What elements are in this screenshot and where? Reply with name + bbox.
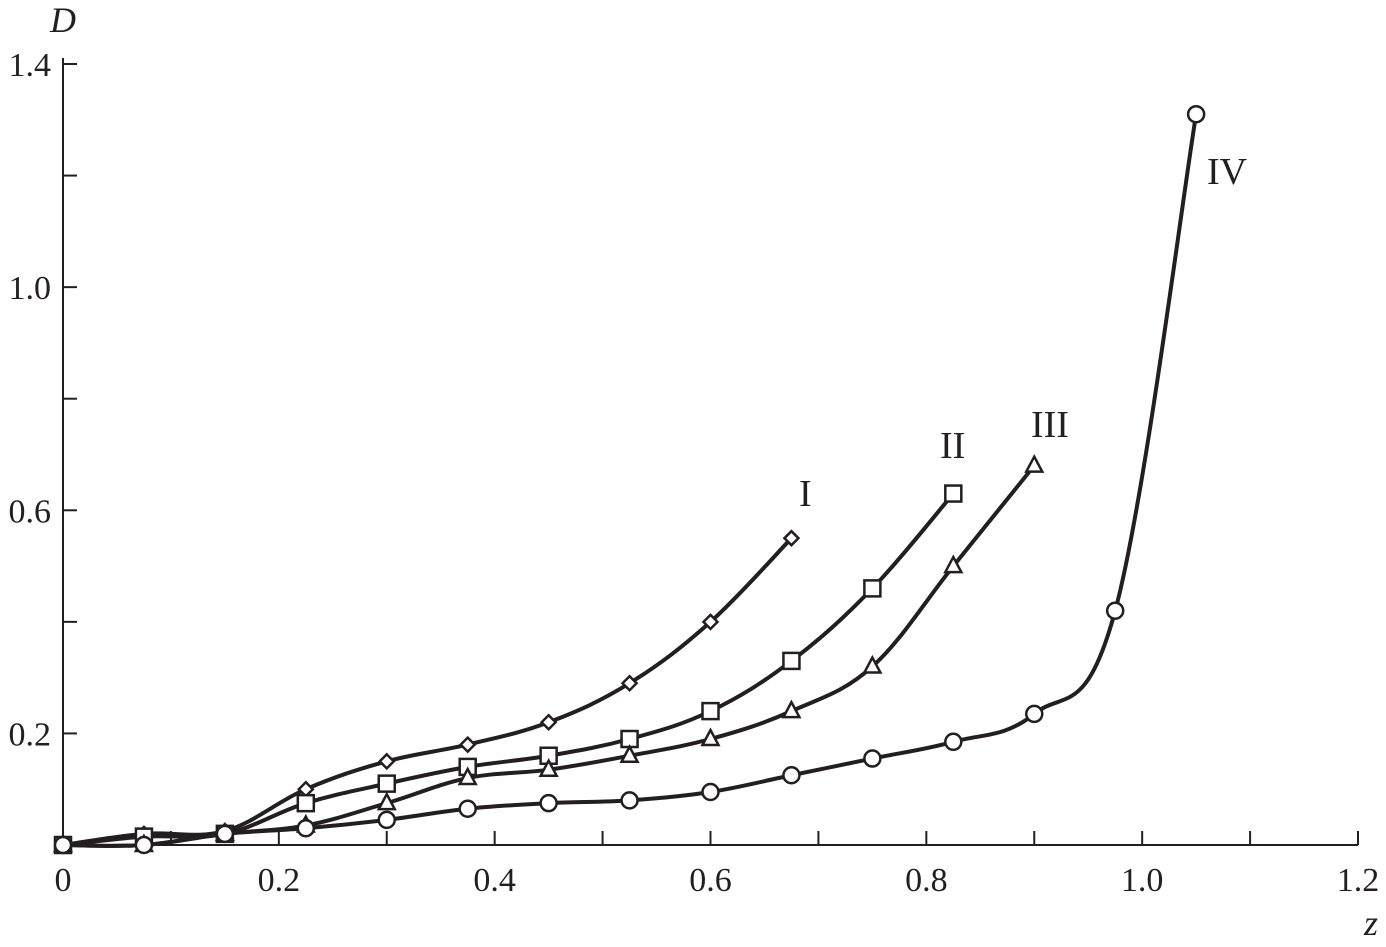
data-point-square <box>944 484 963 503</box>
y-tick-label: 0.2 <box>9 716 52 753</box>
data-point-circle <box>620 791 639 810</box>
data-point-diamond <box>539 713 558 732</box>
x-tick-label: 0 <box>55 862 72 899</box>
x-axis-title: z <box>1363 903 1378 943</box>
data-point-circle <box>215 824 235 844</box>
y-tick-label: 1.4 <box>9 47 52 84</box>
data-point-circle <box>1025 704 1044 724</box>
data-point-triangle <box>781 699 802 719</box>
data-point-triangle <box>619 744 640 763</box>
data-point-diamond <box>620 674 639 692</box>
data-point-circle <box>1186 104 1206 124</box>
data-point-triangle <box>862 654 883 674</box>
x-tick-label: 1.0 <box>1121 862 1164 899</box>
data-point-triangle <box>1024 454 1045 473</box>
markers <box>52 104 1206 855</box>
data-point-circle <box>539 793 558 813</box>
data-point-diamond <box>377 752 396 771</box>
data-point-diamond <box>458 735 477 754</box>
series-line-ii <box>61 491 956 847</box>
data-point-square <box>782 651 801 671</box>
series-label-i: I <box>799 473 812 515</box>
data-point-circle <box>296 819 316 838</box>
series-line-i <box>61 536 794 847</box>
data-point-circle <box>944 732 963 752</box>
data-point-triangle <box>700 727 721 747</box>
data-point-circle <box>53 835 73 855</box>
y-axis-title: D <box>49 0 76 40</box>
data-point-circle <box>134 835 154 855</box>
data-point-diamond <box>782 529 801 547</box>
data-point-diamond <box>701 613 720 631</box>
data-point-square <box>863 579 882 598</box>
data-point-triangle <box>457 766 478 786</box>
x-tick-label: 0.2 <box>258 862 301 899</box>
axes <box>62 58 1358 846</box>
data-point-square <box>377 774 396 793</box>
y-tick-label: 1.0 <box>9 270 52 307</box>
data-point-circle <box>377 810 396 830</box>
x-tick-label: 0.8 <box>905 862 948 899</box>
data-point-triangle <box>943 554 964 574</box>
data-point-circle <box>458 799 477 818</box>
series-line-iii <box>61 463 1037 848</box>
series-line-iv <box>61 112 1199 848</box>
series-labels: I II III IV <box>799 151 1248 515</box>
x-tick-label: 1.2 <box>1337 862 1380 899</box>
data-point-circle <box>1105 601 1125 620</box>
series-label-iii: III <box>1031 404 1069 446</box>
x-tick-label: 0.4 <box>473 862 516 899</box>
data-point-triangle <box>376 791 397 811</box>
ticks: 0 0.2 0.4 0.6 0.8 1.0 1.2 0.2 0.6 1.0 1.4 <box>9 47 1380 899</box>
series-label-ii: II <box>940 425 965 467</box>
data-point-circle <box>863 749 882 768</box>
data-point-square <box>701 701 720 721</box>
x-tick-label: 0.6 <box>689 862 732 899</box>
data-point-triangle <box>538 758 559 777</box>
series-label-iv: IV <box>1207 151 1248 193</box>
data-point-circle <box>701 782 720 802</box>
y-tick-label: 0.6 <box>9 493 52 530</box>
data-point-square <box>296 793 316 813</box>
data-point-circle <box>782 766 801 785</box>
